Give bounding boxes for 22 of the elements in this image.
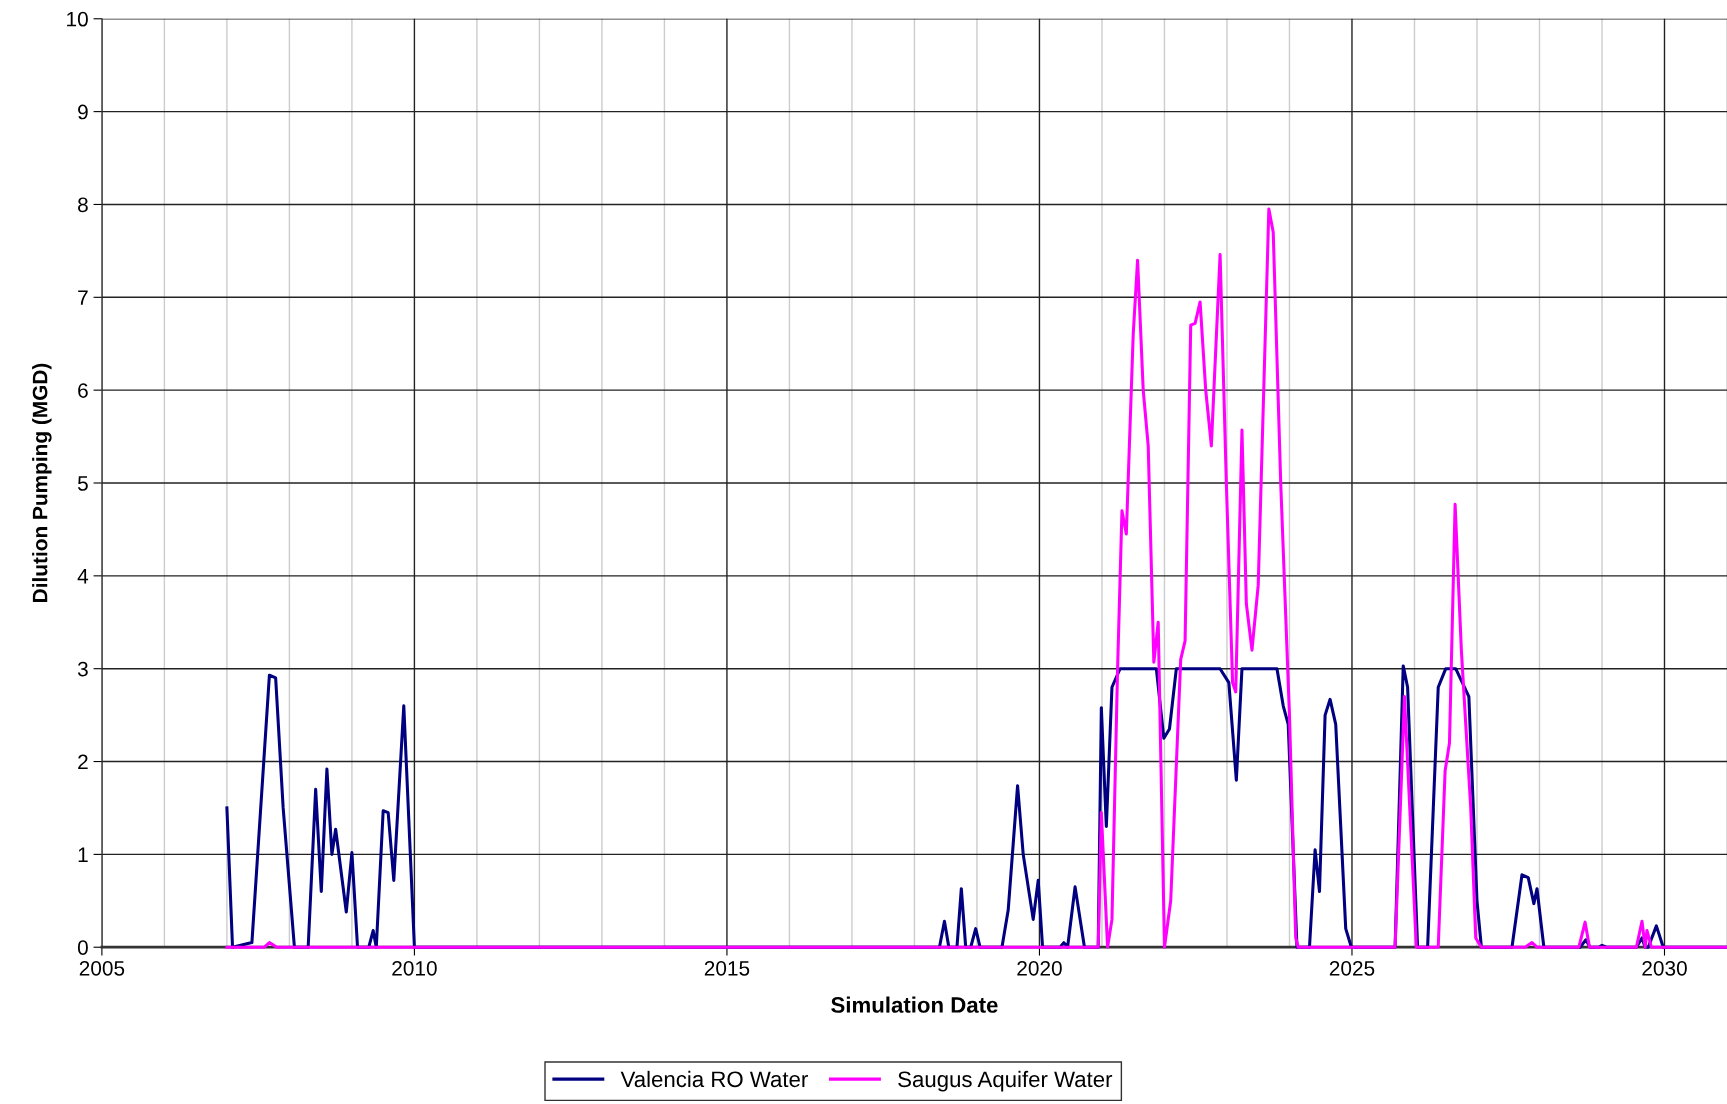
x-tick-label: 2020: [1017, 960, 1062, 976]
x-tick-label: 2015: [704, 960, 750, 976]
x-axis-title: Simulation Date: [831, 996, 998, 1013]
y-tick-label: 0: [77, 940, 88, 955]
x-tick-label: 2030: [1642, 960, 1687, 976]
x-tick-label: 2025: [1329, 960, 1375, 976]
legend-label: Valencia RO Water: [620, 1070, 808, 1088]
x-tick-label: 2005: [79, 960, 125, 976]
line-series: [225, 207, 1727, 949]
y-tick-label: 2: [78, 754, 88, 770]
x-tick-label: 2010: [392, 960, 437, 976]
legend-label: Saugus Aquifer Water: [898, 1070, 1113, 1092]
y-tick-label: 4: [77, 569, 89, 584]
y-tick-label: 6: [78, 383, 88, 398]
y-tick-label: 7: [78, 290, 88, 305]
y-tick-label: 8: [78, 197, 88, 213]
y-tick-label: 9: [78, 104, 88, 120]
y-tick-label: 5: [77, 476, 88, 491]
y-tick-label: 3: [77, 661, 88, 677]
y-tick-label: 1: [78, 847, 88, 862]
y-tick-label: 10: [67, 11, 88, 27]
y-axis-title: Dilution Pumping (MGD): [32, 363, 52, 602]
